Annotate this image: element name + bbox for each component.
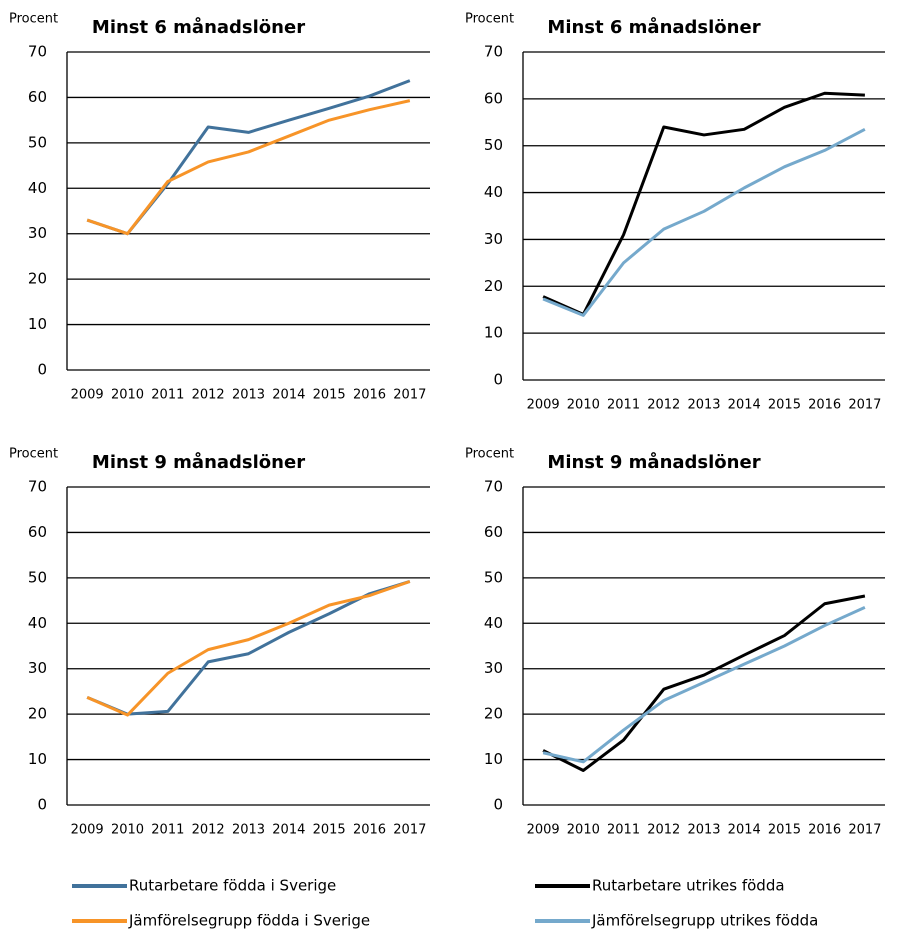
series-line xyxy=(86,580,411,717)
chart-title: Minst 9 månadslöner xyxy=(547,451,760,473)
x-tick-label: 2014 xyxy=(272,823,305,838)
legend-label: Rutarbetare utrikes födda xyxy=(592,877,785,895)
x-tick-label: 2014 xyxy=(728,823,761,838)
y-tick-label: 40 xyxy=(28,179,47,197)
y-tick-label: 60 xyxy=(484,523,503,541)
y-tick-label: 0 xyxy=(37,796,47,814)
x-tick-label: 2016 xyxy=(353,388,386,403)
legend-label: Rutarbetare födda i Sverige xyxy=(129,877,336,895)
x-tick-label: 2009 xyxy=(71,823,104,838)
x-tick-label: 2010 xyxy=(111,388,144,403)
x-tick-label: 2013 xyxy=(687,823,720,838)
y-tick-label: 0 xyxy=(493,371,503,389)
x-tick-label: 2013 xyxy=(687,398,720,413)
y-tick-label: 70 xyxy=(28,478,47,496)
x-tick-label: 2009 xyxy=(527,398,560,413)
legend-label: Jämförelsegrupp födda i Sverige xyxy=(128,912,370,930)
x-tick-label: 2017 xyxy=(393,823,426,838)
y-tick-label: 10 xyxy=(484,324,503,342)
x-tick-label: 2010 xyxy=(111,823,144,838)
series-line xyxy=(542,127,866,317)
y-tick-label: 60 xyxy=(28,88,47,106)
x-tick-label: 2017 xyxy=(848,823,881,838)
y-tick-label: 50 xyxy=(28,568,47,586)
x-tick-label: 2010 xyxy=(567,823,600,838)
y-tick-label: 50 xyxy=(484,568,503,586)
y-tick-label: 40 xyxy=(484,183,503,201)
y-axis-label: Procent xyxy=(465,447,514,462)
y-axis-label: Procent xyxy=(9,447,58,462)
y-tick-label: 30 xyxy=(28,659,47,677)
chart-title: Minst 6 månadslöner xyxy=(547,16,760,38)
series-line xyxy=(86,580,411,716)
y-tick-label: 20 xyxy=(28,705,47,723)
x-tick-label: 2011 xyxy=(151,823,184,838)
y-tick-label: 50 xyxy=(484,136,503,154)
x-tick-label: 2012 xyxy=(192,388,225,403)
y-tick-label: 30 xyxy=(484,659,503,677)
y-tick-label: 50 xyxy=(28,133,47,151)
y-tick-label: 70 xyxy=(484,43,503,61)
x-tick-label: 2017 xyxy=(848,398,881,413)
series-line xyxy=(542,594,866,772)
x-tick-label: 2016 xyxy=(353,823,386,838)
series-line xyxy=(86,79,411,236)
x-tick-label: 2015 xyxy=(768,823,801,838)
y-tick-label: 20 xyxy=(28,270,47,288)
chart-title: Minst 9 månadslöner xyxy=(92,451,305,473)
x-tick-label: 2014 xyxy=(272,388,305,403)
y-tick-label: 0 xyxy=(37,361,47,379)
y-tick-label: 40 xyxy=(484,614,503,632)
series-line xyxy=(542,91,865,316)
y-tick-label: 10 xyxy=(28,315,47,333)
x-tick-label: 2015 xyxy=(313,823,346,838)
chart-title: Minst 6 månadslöner xyxy=(92,16,305,38)
x-tick-label: 2017 xyxy=(393,388,426,403)
x-tick-label: 2016 xyxy=(808,398,841,413)
x-tick-label: 2015 xyxy=(313,388,346,403)
x-tick-label: 2012 xyxy=(647,823,680,838)
x-tick-label: 2009 xyxy=(527,823,560,838)
x-tick-label: 2012 xyxy=(192,823,225,838)
x-tick-label: 2014 xyxy=(728,398,761,413)
series-line xyxy=(542,606,866,764)
y-tick-label: 30 xyxy=(28,224,47,242)
x-tick-label: 2012 xyxy=(647,398,680,413)
y-tick-label: 30 xyxy=(484,230,503,248)
y-tick-label: 60 xyxy=(28,523,47,541)
legend-label: Jämförelsegrupp utrikes födda xyxy=(591,912,818,930)
x-tick-label: 2011 xyxy=(151,388,184,403)
x-tick-label: 2016 xyxy=(808,823,841,838)
x-tick-label: 2013 xyxy=(232,823,265,838)
series-line xyxy=(86,99,411,236)
y-tick-label: 10 xyxy=(484,750,503,768)
y-tick-label: 40 xyxy=(28,614,47,632)
y-axis-label: Procent xyxy=(465,12,514,27)
x-tick-label: 2011 xyxy=(607,823,640,838)
y-tick-label: 10 xyxy=(28,750,47,768)
y-tick-label: 70 xyxy=(484,478,503,496)
x-tick-label: 2009 xyxy=(71,388,104,403)
x-tick-label: 2013 xyxy=(232,388,265,403)
x-tick-label: 2010 xyxy=(567,398,600,413)
y-tick-label: 0 xyxy=(493,796,503,814)
x-tick-label: 2011 xyxy=(607,398,640,413)
y-axis-label: Procent xyxy=(9,12,58,27)
y-tick-label: 20 xyxy=(484,277,503,295)
y-tick-label: 20 xyxy=(484,705,503,723)
y-tick-label: 70 xyxy=(28,43,47,61)
x-tick-label: 2015 xyxy=(768,398,801,413)
y-tick-label: 60 xyxy=(484,89,503,107)
